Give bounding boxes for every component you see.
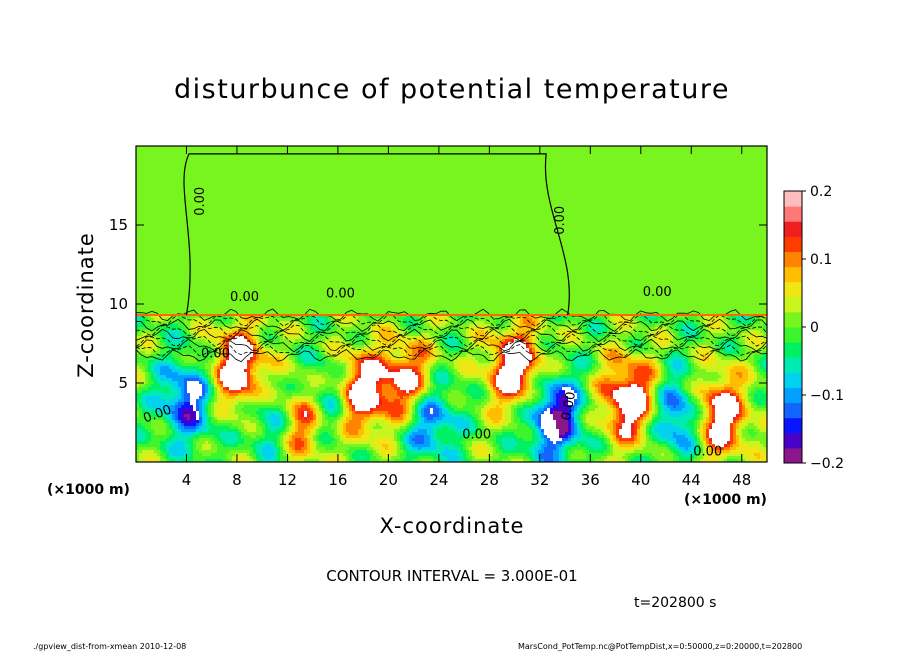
x-tick-label: 24 xyxy=(429,471,448,489)
x-tick-label: 36 xyxy=(581,471,600,489)
contour-label: 0.00 xyxy=(559,391,579,422)
x-unit-label-right: (×1000 m) xyxy=(684,492,767,508)
colorbar-swatch xyxy=(784,372,802,388)
colorbar-swatch xyxy=(784,402,802,419)
colorbar-swatch xyxy=(784,417,802,434)
x-tick-label: 48 xyxy=(732,471,751,489)
contour-label: 0.00 xyxy=(462,427,491,442)
colorbar-tick-label: 0 xyxy=(810,320,819,336)
colorbar-swatch xyxy=(784,327,802,343)
colorbar-swatch xyxy=(784,266,802,283)
contour-label: 0.00 xyxy=(201,347,230,362)
y-tick-label: 5 xyxy=(118,374,128,392)
colorbar-tick-label: −0.1 xyxy=(810,388,844,404)
x-tick-label: 4 xyxy=(182,471,192,489)
contour-label: 0.00 xyxy=(693,445,722,460)
x-tick-label: 20 xyxy=(379,471,398,489)
colorbar-swatch xyxy=(784,206,802,222)
colorbar: 0.2 0.1 0 −0.1 −0.2 xyxy=(783,184,844,472)
contour-label: 0.00 xyxy=(193,187,208,216)
colorbar-swatch xyxy=(784,236,802,252)
colorbar-tick-label: 0.1 xyxy=(810,252,832,268)
y-axis-label: Z-coordinate xyxy=(74,232,98,378)
colorbar-swatch xyxy=(784,251,802,268)
colorbar-swatch xyxy=(784,191,802,207)
time-label: t=202800 s xyxy=(634,595,717,611)
upper-layer xyxy=(136,146,767,316)
zero-contour xyxy=(183,153,570,316)
x-tick-label: 28 xyxy=(480,471,499,489)
footer-command: ./gpview_dist-from-xmean 2010-12-08 xyxy=(33,642,187,651)
colorbar-tick-label: −0.2 xyxy=(810,456,844,472)
x-tick-label: 16 xyxy=(328,471,347,489)
footer-source: MarsCond_PotTemp.nc@PotTempDist,x=0:5000… xyxy=(518,642,803,651)
colorbar-swatch xyxy=(784,447,802,464)
x-tick-label: 32 xyxy=(530,471,549,489)
x-axis-label: X-coordinate xyxy=(379,514,525,538)
contour-label: 0.00 xyxy=(553,206,568,235)
colorbar-swatch xyxy=(784,311,802,328)
contour-label: 0.00 xyxy=(326,287,355,302)
contour-label: 0.00 xyxy=(643,285,672,300)
y-tick-label: 15 xyxy=(109,216,128,234)
colorbar-swatch xyxy=(784,281,802,298)
x-tick-label: 8 xyxy=(232,471,242,489)
contour-labels: 0.000.000.00 0.00 0.000.000.000.000.000.00 xyxy=(141,187,722,460)
colorbar-swatch xyxy=(784,432,802,449)
colorbar-swatch xyxy=(784,221,802,237)
colorbar-swatch xyxy=(784,296,802,313)
colorbar-swatch xyxy=(784,357,802,373)
x-tick-label: 40 xyxy=(631,471,650,489)
inversion-contours xyxy=(136,308,767,363)
contour-label: 0.00 xyxy=(230,290,259,305)
x-unit-label-left: (×1000 m) xyxy=(47,482,130,498)
colorbar-swatch xyxy=(784,342,802,358)
x-tick-label: 12 xyxy=(278,471,297,489)
x-tick-label: 44 xyxy=(682,471,701,489)
colorbar-swatch xyxy=(784,387,802,404)
chart-title: disturbunce of potential temperature xyxy=(174,74,730,105)
contour-interval-label: CONTOUR INTERVAL = 3.000E-01 xyxy=(326,567,578,585)
y-tick-label: 10 xyxy=(109,295,128,313)
mixed-layer xyxy=(136,315,767,462)
plot-area xyxy=(136,146,767,462)
colorbar-tick-label: 0.2 xyxy=(810,184,832,200)
